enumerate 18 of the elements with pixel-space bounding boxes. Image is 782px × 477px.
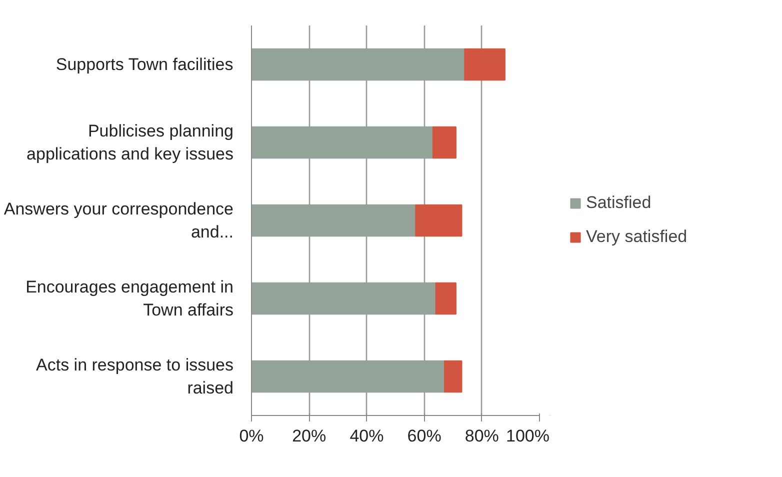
y-tick-label: Answers your correspondence and... bbox=[4, 200, 234, 242]
x-tick-label: 100% bbox=[506, 426, 550, 446]
y-tick-label: Supports Town facilities bbox=[56, 55, 234, 74]
y-tick-label: Publicises planning applications and key issues bbox=[26, 122, 234, 164]
x-tick-label: 20% bbox=[292, 426, 326, 446]
bar bbox=[444, 360, 462, 393]
y-tick-label: Acts in response to issues raised bbox=[36, 356, 234, 398]
bar bbox=[435, 282, 456, 315]
y-tick-label: Encourages engagement in Town affairs bbox=[26, 278, 234, 320]
x-tick-label: 60% bbox=[407, 426, 442, 446]
bar bbox=[432, 126, 456, 159]
x-tick-label: 0% bbox=[239, 426, 264, 446]
bar bbox=[464, 48, 506, 81]
x-tick-label: 80% bbox=[464, 426, 499, 446]
x-tick-label: 40% bbox=[350, 426, 384, 446]
bar bbox=[415, 204, 462, 237]
legend-label: Very satisfied bbox=[586, 227, 688, 247]
legend-label: Satisfied bbox=[586, 193, 652, 213]
